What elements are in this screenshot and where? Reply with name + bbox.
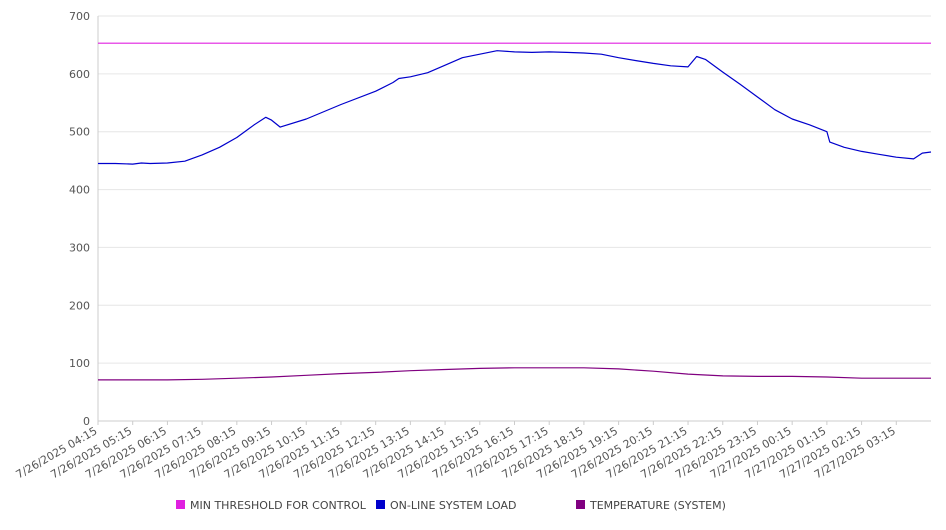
grid (98, 15, 931, 422)
legend-label[interactable]: MIN THRESHOLD FOR CONTROL (190, 499, 367, 512)
y-tick-label: 400 (69, 184, 90, 197)
legend-swatch (576, 500, 585, 509)
y-tick-label: 500 (69, 126, 90, 139)
legend-swatch (176, 500, 185, 509)
y-tick-label: 300 (69, 241, 90, 254)
y-tick-label: 600 (69, 68, 90, 81)
series-group (98, 42, 932, 381)
y-tick-label: 0 (83, 415, 90, 428)
series-line-2 (98, 50, 932, 165)
legend-label[interactable]: ON-LINE SYSTEM LOAD (390, 499, 516, 512)
y-tick-label: 100 (69, 357, 90, 370)
y-tick-label: 700 (69, 10, 90, 23)
legend[interactable]: MIN THRESHOLD FOR CONTROL ON-LINE SYSTEM … (176, 499, 726, 512)
series-line-3 (98, 367, 931, 381)
legend-label[interactable]: TEMPERATURE (SYSTEM) (589, 499, 726, 512)
legend-swatch (376, 500, 385, 509)
y-tick-label: 200 (69, 299, 90, 312)
